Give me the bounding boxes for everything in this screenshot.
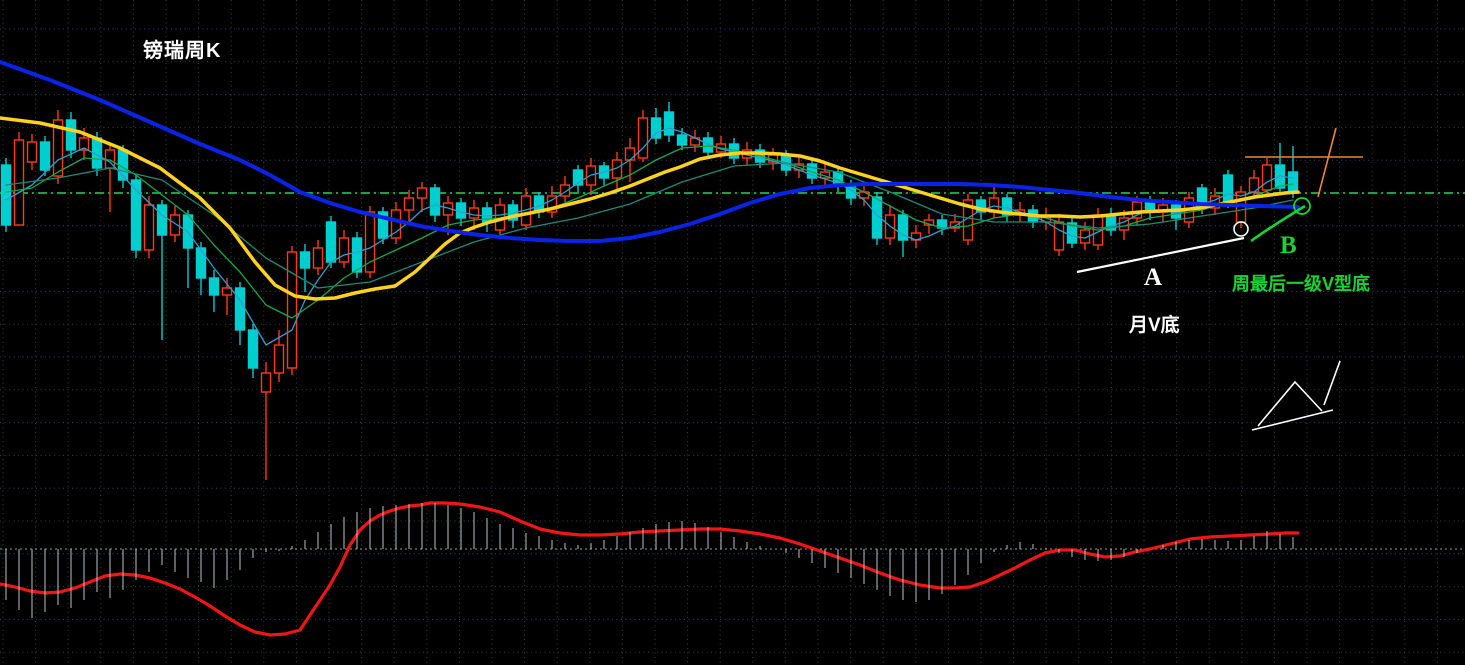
- macd-histogram: [5, 503, 1294, 618]
- orange-diagonal-line: [1317, 127, 1337, 198]
- macd-panel: [0, 501, 1465, 637]
- ma-blue-slow: [0, 60, 1300, 243]
- ma-mid-green: [5, 145, 1294, 319]
- green-marker-circle: [1293, 197, 1311, 215]
- v-bottom-line-b: [1250, 204, 1306, 243]
- zigzag-segment-3: [1323, 360, 1341, 406]
- trendline-a: [1076, 236, 1245, 274]
- zigzag-segment-2: [1257, 380, 1323, 427]
- chart-title: 镑瑞周K: [143, 40, 222, 62]
- zigzag-segment-1: [1251, 409, 1334, 431]
- label-b: B: [1280, 232, 1297, 259]
- ma-yellow-mid: [0, 116, 1300, 301]
- macd-signal-line: [0, 501, 1300, 637]
- annotations-layer: [1076, 127, 1363, 431]
- ma-lines: [0, 60, 1300, 346]
- label-week-v-bottom: 周最后一级V型底: [1232, 274, 1371, 294]
- white-marker-circle: [1233, 221, 1249, 237]
- label-month-v-bottom: 月V底: [1129, 315, 1180, 336]
- ma-fast-cyan: [5, 127, 1294, 346]
- label-a: A: [1144, 264, 1163, 291]
